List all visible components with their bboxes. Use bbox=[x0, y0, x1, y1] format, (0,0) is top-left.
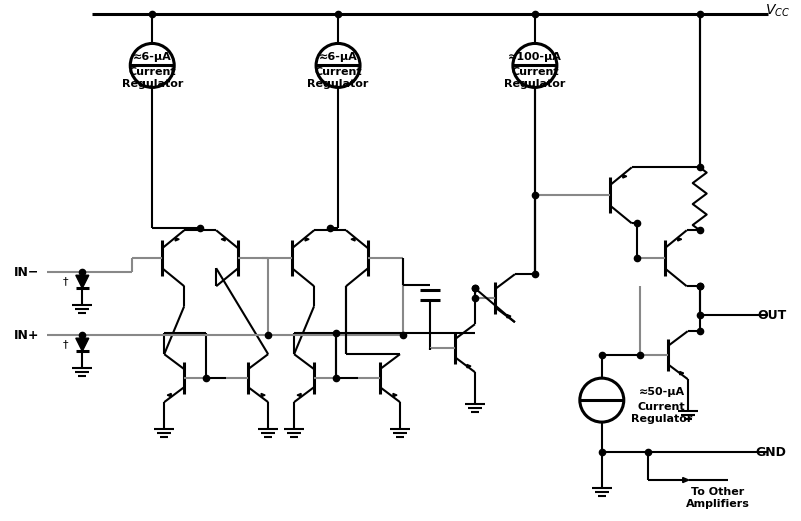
Text: Regulator: Regulator bbox=[631, 414, 692, 424]
Text: ≈6-μA: ≈6-μA bbox=[133, 53, 171, 63]
Polygon shape bbox=[467, 365, 471, 368]
Polygon shape bbox=[76, 275, 89, 288]
Polygon shape bbox=[351, 238, 355, 241]
Text: Current: Current bbox=[638, 402, 686, 412]
Polygon shape bbox=[507, 315, 511, 318]
Polygon shape bbox=[76, 338, 89, 351]
Polygon shape bbox=[221, 238, 225, 241]
Text: Current: Current bbox=[314, 67, 362, 78]
Text: ≈100-μA: ≈100-μA bbox=[508, 53, 562, 63]
Text: Regulator: Regulator bbox=[308, 79, 368, 90]
Text: $V_{CC}$: $V_{CC}$ bbox=[765, 2, 790, 19]
Text: OUT: OUT bbox=[758, 309, 787, 321]
Polygon shape bbox=[680, 371, 684, 375]
Polygon shape bbox=[175, 238, 179, 241]
Text: ≈50-μA: ≈50-μA bbox=[638, 387, 685, 397]
Text: IN−: IN− bbox=[14, 266, 40, 279]
Polygon shape bbox=[393, 393, 397, 397]
Polygon shape bbox=[623, 175, 627, 178]
Text: †: † bbox=[62, 276, 68, 286]
Polygon shape bbox=[305, 238, 309, 241]
Text: Regulator: Regulator bbox=[122, 79, 183, 90]
Polygon shape bbox=[682, 478, 689, 482]
Text: GND: GND bbox=[756, 445, 787, 458]
Text: †: † bbox=[62, 339, 68, 349]
Text: IN+: IN+ bbox=[14, 329, 40, 342]
Text: Regulator: Regulator bbox=[504, 79, 566, 90]
Text: ≈6-μA: ≈6-μA bbox=[319, 53, 357, 63]
Polygon shape bbox=[167, 393, 171, 397]
Text: To Other
Amplifiers: To Other Amplifiers bbox=[686, 487, 750, 509]
Polygon shape bbox=[678, 238, 682, 241]
Text: Current: Current bbox=[128, 67, 176, 78]
Polygon shape bbox=[261, 393, 265, 397]
Polygon shape bbox=[297, 393, 301, 397]
Text: Current: Current bbox=[511, 67, 558, 78]
